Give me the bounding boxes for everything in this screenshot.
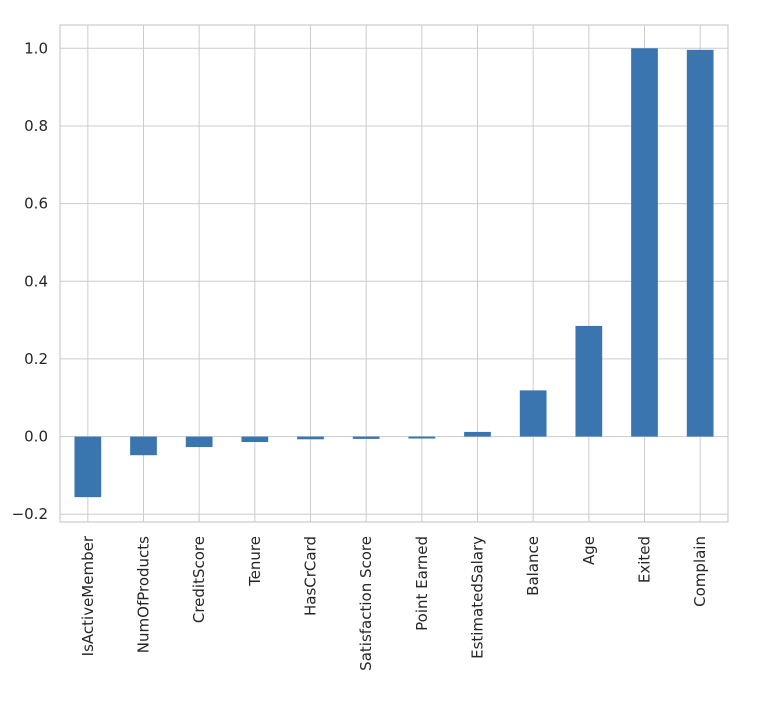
bars xyxy=(74,48,714,498)
x-tick-label: HasCrCard xyxy=(302,536,320,616)
x-tick-label: NumOfProducts xyxy=(135,536,153,653)
y-tick-label: −0.2 xyxy=(12,505,48,523)
y-tick-label: 0.0 xyxy=(24,428,48,446)
x-tick-label: Exited xyxy=(636,536,654,583)
x-tick-label: CreditScore xyxy=(190,536,208,623)
y-tick-label: 0.4 xyxy=(24,272,48,290)
bar-age xyxy=(575,325,603,437)
y-tick-label: 0.8 xyxy=(24,117,48,135)
bar-numofproducts xyxy=(130,436,157,456)
bar-exited xyxy=(631,48,658,437)
y-gridlines xyxy=(60,47,728,515)
bar-estimatedsalary xyxy=(464,431,491,437)
bar-point-earned xyxy=(408,436,436,439)
x-tick-label: EstimatedSalary xyxy=(469,536,487,659)
y-tick-label: 0.6 xyxy=(24,195,48,213)
y-tick-labels: −0.2 0.0 0.2 0.4 0.6 0.8 1.0 xyxy=(12,39,48,523)
x-tick-labels: IsActiveMember NumOfProducts CreditScore Te… xyxy=(79,535,709,671)
x-tick-label: Balance xyxy=(524,536,542,596)
bar-satisfaction-score xyxy=(352,436,380,439)
bar-complain xyxy=(686,49,714,437)
bar-balance xyxy=(519,390,547,437)
x-tick-label: Point Earned xyxy=(413,536,431,631)
x-tick-label: Age xyxy=(580,536,598,565)
y-tick-label: 1.0 xyxy=(24,39,48,57)
x-tick-label: Satisfaction Score xyxy=(357,536,375,671)
bar-tenure xyxy=(241,436,269,443)
plot-frame xyxy=(59,24,729,523)
x-tick-label: Tenure xyxy=(246,536,264,587)
bar-isactivemember xyxy=(74,436,102,498)
x-tick-label: IsActiveMember xyxy=(79,535,97,656)
bar-creditscore xyxy=(185,436,213,448)
y-tick-label: 0.2 xyxy=(24,350,48,368)
x-gridlines xyxy=(87,25,701,522)
x-tick-label: Complain xyxy=(691,536,709,607)
bar-hascrcard xyxy=(297,436,324,440)
